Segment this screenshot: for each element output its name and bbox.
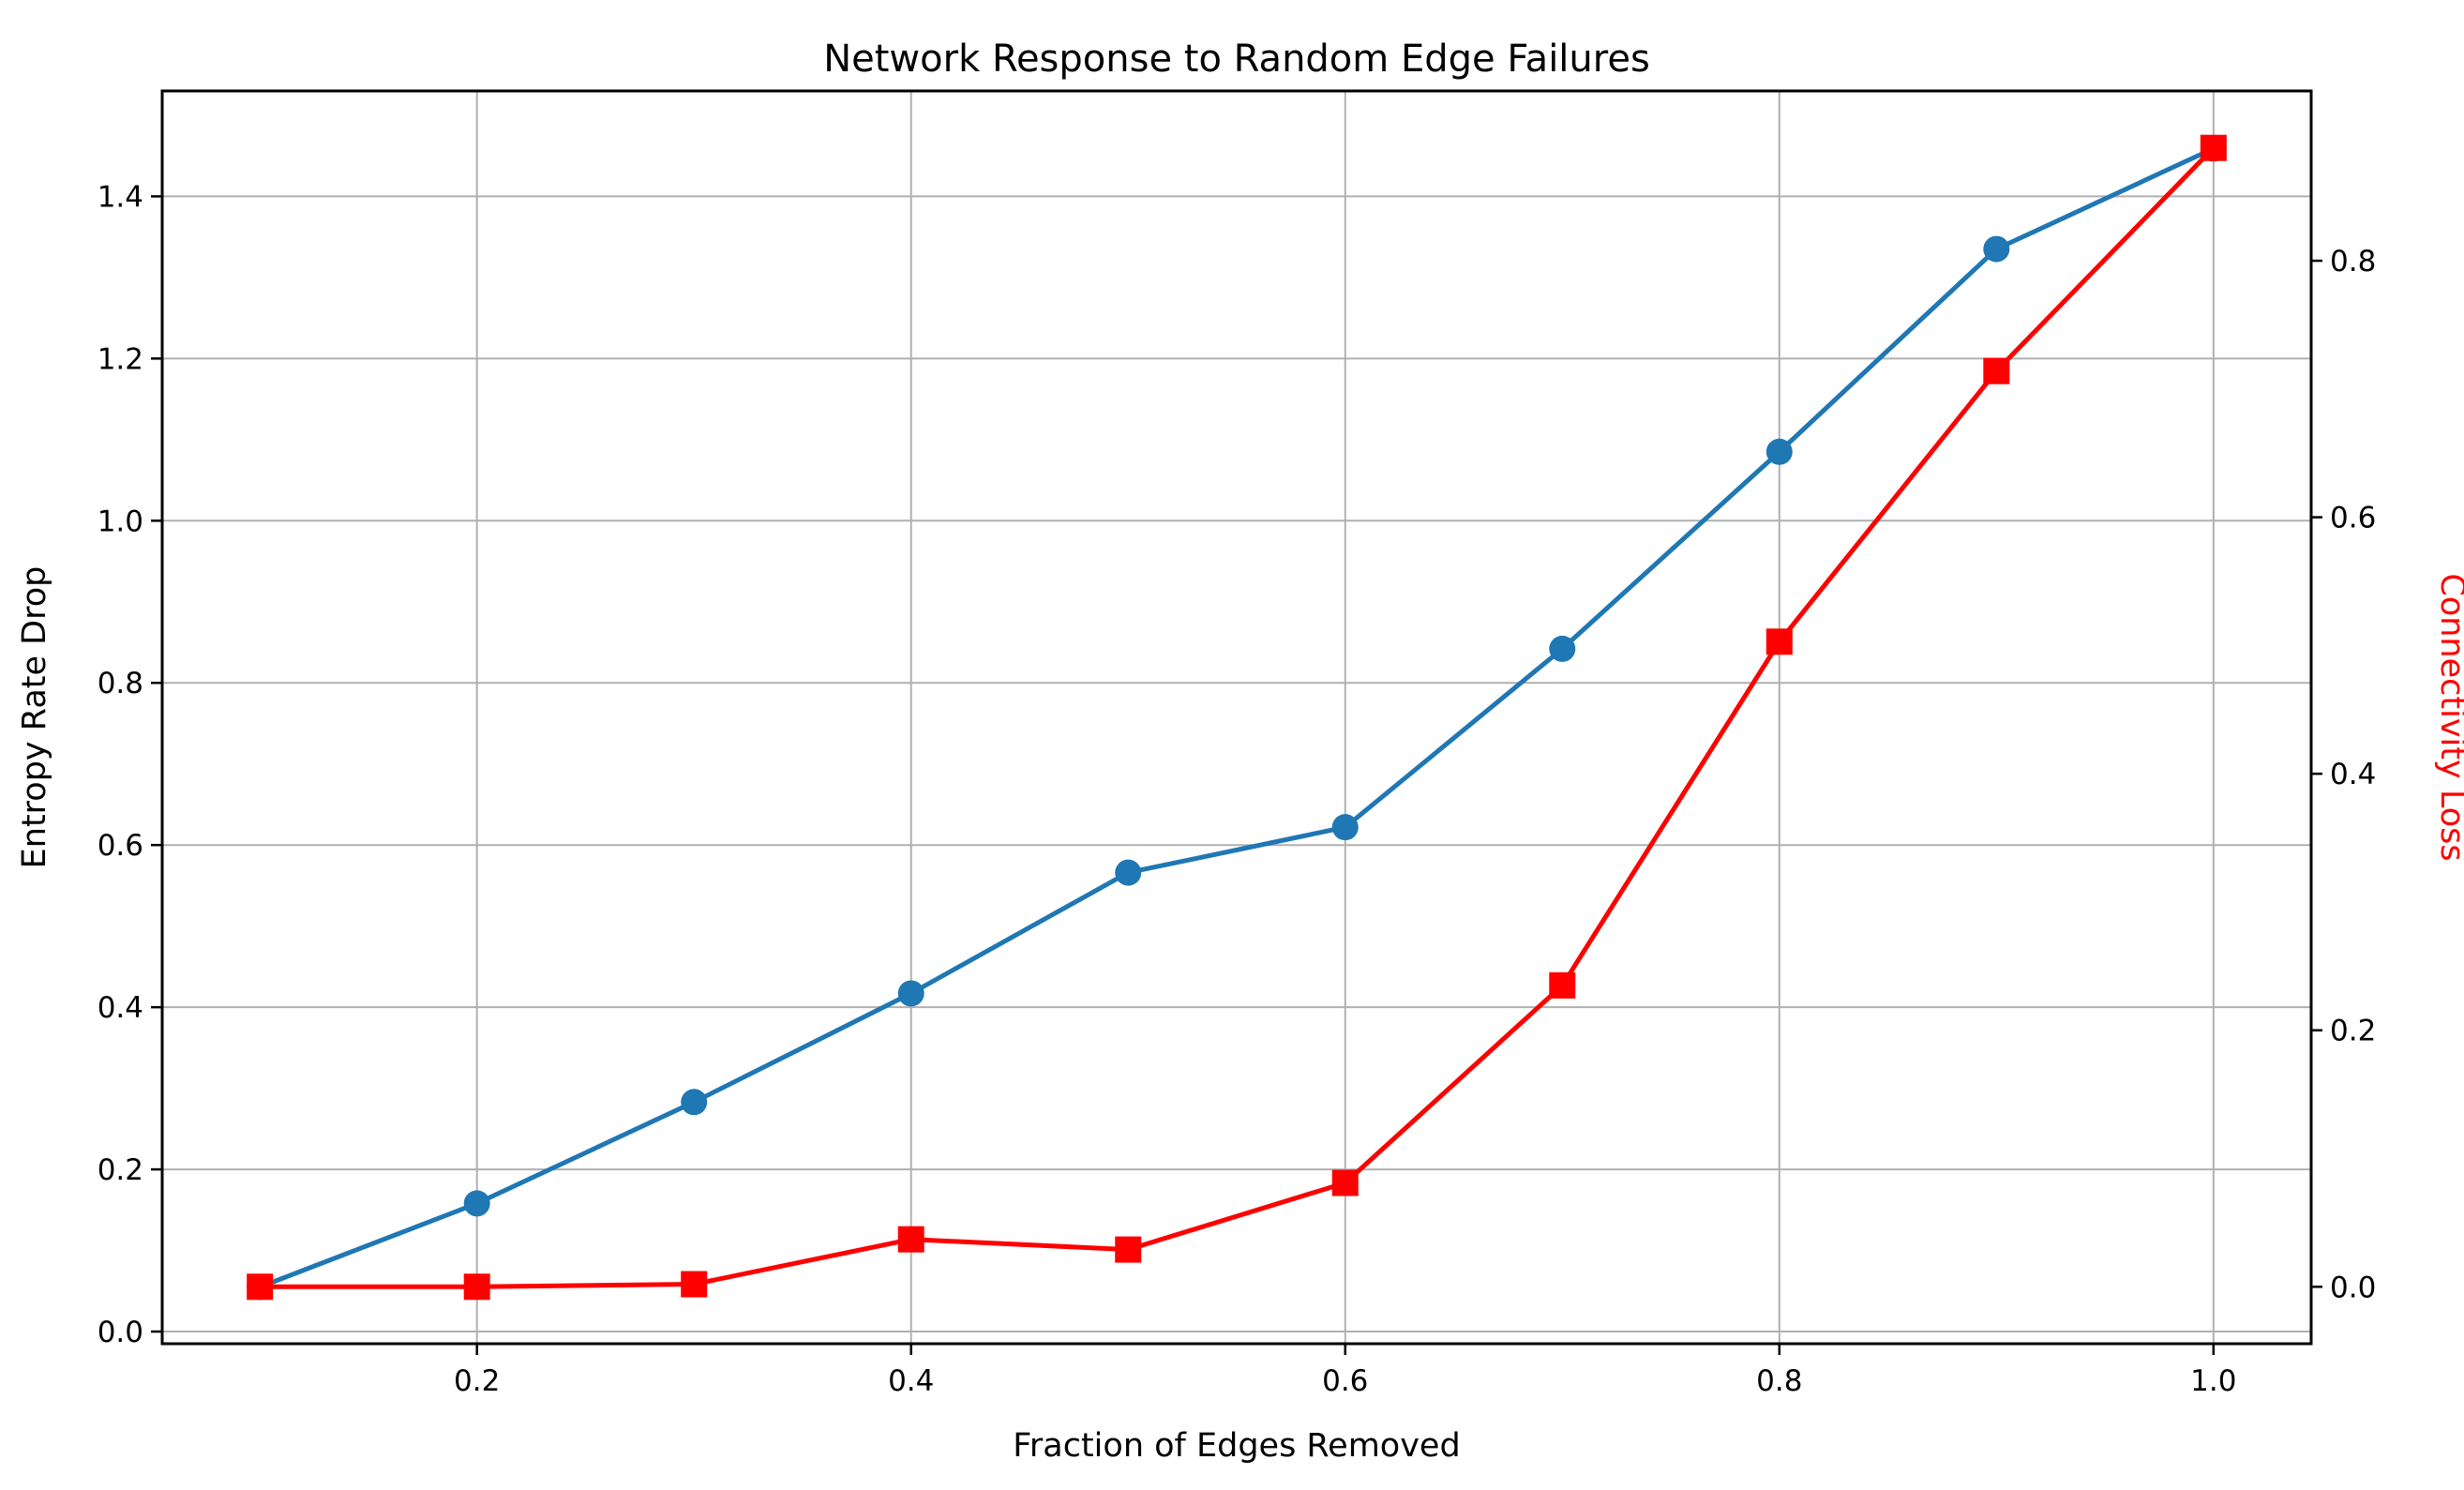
series-line-square — [257, 145, 2216, 1289]
data-point-square — [1331, 1169, 1359, 1197]
y-right-tick-label: 0.8 — [2330, 245, 2376, 278]
y-left-tick-label: 0.6 — [98, 829, 143, 863]
y-left-tick-label: 0.4 — [98, 991, 143, 1025]
data-point-square — [1983, 357, 2010, 384]
y-axis-label-right: Connectivity Loss — [2433, 573, 2464, 861]
data-point-square — [1549, 971, 1576, 999]
data-point-square — [1765, 628, 1793, 655]
series-line-circle — [257, 145, 2216, 1289]
data-point-circle — [681, 1089, 708, 1116]
data-point-square — [681, 1271, 708, 1298]
y-left-tick-label: 1.4 — [98, 180, 143, 214]
y-right-tick-label: 0.6 — [2330, 502, 2376, 535]
y-right-tick-label: 0.0 — [2330, 1271, 2376, 1304]
data-point-circle — [463, 1190, 490, 1217]
data-point-circle — [1765, 438, 1793, 465]
y-left-tick-label: 1.0 — [98, 504, 143, 538]
x-axis-label: Fraction of Edges Removed — [1013, 1427, 1460, 1465]
x-tick-label: 0.6 — [1322, 1364, 1368, 1398]
y-axis-label-left: Entropy Rate Drop — [16, 566, 53, 869]
data-point-square — [463, 1273, 490, 1301]
y-left-tick-label: 0.2 — [98, 1153, 143, 1187]
data-point-circle — [1115, 859, 1142, 886]
x-tick-label: 0.2 — [454, 1364, 500, 1398]
y-right-tick-label: 0.2 — [2330, 1015, 2376, 1048]
y-left-tick-label: 1.2 — [98, 342, 143, 376]
x-tick-label: 0.8 — [1756, 1364, 1802, 1398]
y-left-tick-label: 0.0 — [98, 1316, 143, 1349]
data-point-circle — [1331, 814, 1359, 841]
axes-spines — [160, 89, 2313, 1346]
y-left-tick-label: 0.8 — [98, 667, 143, 700]
data-point-circle — [1549, 635, 1576, 662]
chart-title: Network Response to Random Edge Failures — [823, 38, 1650, 81]
data-point-square — [2200, 134, 2227, 161]
data-point-square — [897, 1226, 924, 1253]
x-tick-label: 0.4 — [888, 1364, 934, 1398]
x-tick-label: 1.0 — [2190, 1364, 2236, 1398]
data-point-square — [1115, 1236, 1142, 1263]
data-point-circle — [1983, 235, 2010, 263]
y-right-tick-label: 0.4 — [2330, 758, 2376, 791]
data-point-circle — [897, 980, 924, 1007]
data-point-square — [247, 1273, 274, 1301]
plot-background — [162, 91, 2311, 1344]
